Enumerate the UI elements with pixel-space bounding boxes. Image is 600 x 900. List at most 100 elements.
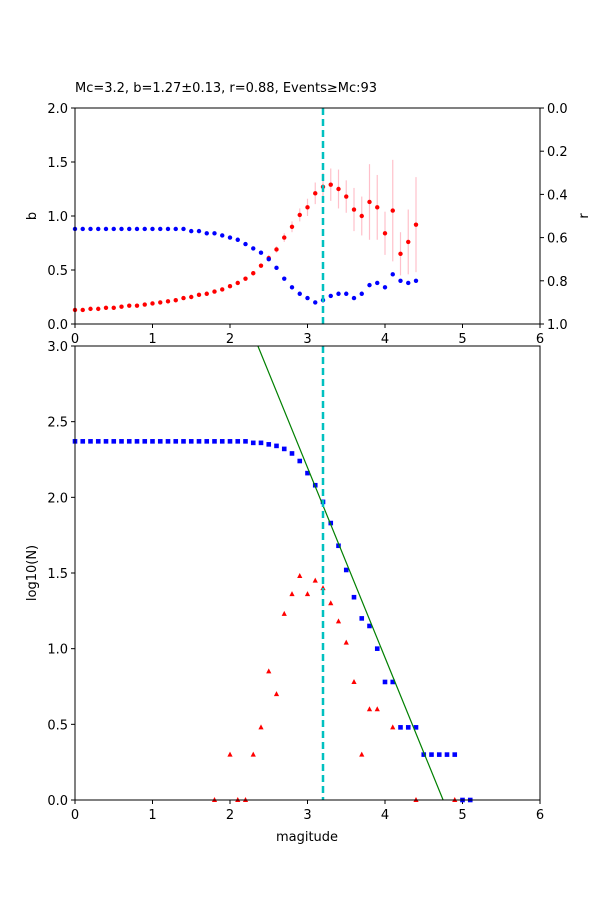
point (343, 567, 349, 573)
point (181, 226, 186, 232)
point (250, 751, 256, 757)
point (189, 294, 194, 300)
point (181, 439, 186, 444)
point (266, 257, 271, 262)
point (281, 610, 287, 616)
point (413, 278, 419, 283)
point (173, 226, 178, 232)
point (235, 237, 240, 242)
point (220, 287, 225, 292)
point (305, 295, 310, 301)
point (119, 439, 124, 444)
point (436, 752, 442, 757)
point (150, 439, 155, 444)
point (398, 278, 403, 283)
point (351, 678, 357, 684)
y-tick-label: 1.5 (47, 156, 68, 171)
y-tick-label: 2.5 (47, 416, 68, 431)
point (258, 250, 264, 255)
point (406, 239, 411, 245)
x-axis-label: magitude (276, 830, 338, 845)
y-tick-label: 2.0 (47, 491, 68, 506)
y-tick-label: 1.0 (47, 210, 68, 225)
x-tick-label: 3 (303, 332, 311, 347)
point (305, 205, 310, 210)
x-tick-label: 2 (226, 332, 234, 347)
y2-tick-label: 0.6 (547, 232, 568, 247)
x-tick-label: 1 (148, 808, 156, 823)
point (274, 265, 279, 271)
point (382, 679, 388, 685)
point (88, 306, 93, 312)
x-tick-label: 4 (381, 332, 389, 347)
point (413, 222, 419, 227)
point (359, 751, 365, 757)
x-tick-label: 0 (71, 808, 79, 823)
point (351, 295, 357, 301)
point (142, 439, 148, 444)
point (196, 228, 202, 234)
point (235, 439, 241, 444)
y2-tick-label: 1.0 (547, 318, 568, 333)
fit-line (257, 345, 444, 801)
point (282, 235, 287, 240)
point (320, 585, 326, 591)
x-tick-label: 5 (458, 332, 466, 347)
point (103, 439, 109, 444)
point (219, 439, 225, 444)
point (258, 724, 264, 730)
point (289, 451, 295, 456)
x-tick-label: 2 (226, 808, 234, 823)
point (227, 235, 233, 240)
point (243, 276, 248, 281)
x-tick-label: 4 (381, 808, 389, 823)
point (367, 199, 372, 205)
point (188, 439, 194, 444)
point (336, 186, 341, 192)
point (274, 443, 279, 449)
point (344, 291, 349, 296)
y-axis-label: log10(N) (25, 545, 40, 601)
x-tick-label: 1 (148, 332, 156, 347)
point (359, 291, 364, 296)
y-tick-label: 0.0 (47, 318, 68, 333)
point (165, 439, 171, 444)
point (390, 679, 396, 685)
point (134, 439, 140, 444)
y2-tick-label: 0.8 (547, 275, 568, 290)
x-tick-label: 3 (303, 808, 311, 823)
x-tick-label: 6 (536, 332, 544, 347)
point (243, 241, 248, 247)
point (390, 208, 395, 213)
point (250, 440, 256, 446)
point (282, 276, 287, 281)
point (220, 233, 225, 238)
point (374, 646, 380, 651)
point (235, 280, 240, 286)
point (258, 440, 264, 446)
point (289, 591, 295, 597)
point (398, 251, 403, 256)
point (390, 724, 396, 730)
point (111, 226, 116, 232)
point (313, 191, 318, 196)
x-tick-label: 6 (536, 808, 544, 823)
point (134, 226, 140, 232)
point (382, 231, 388, 236)
point (204, 439, 210, 444)
point (336, 543, 341, 549)
point (297, 212, 302, 218)
point (421, 752, 427, 757)
point (165, 226, 171, 232)
y-tick-label: 0.5 (47, 264, 68, 279)
x-tick-label: 5 (458, 808, 466, 823)
point (398, 725, 403, 730)
point (429, 752, 434, 757)
point (88, 226, 93, 232)
point (297, 291, 302, 296)
point (281, 446, 287, 452)
y-tick-label: 1.0 (47, 643, 68, 658)
point (157, 439, 163, 444)
point (80, 226, 85, 232)
y2-axis-label: r (577, 213, 592, 219)
